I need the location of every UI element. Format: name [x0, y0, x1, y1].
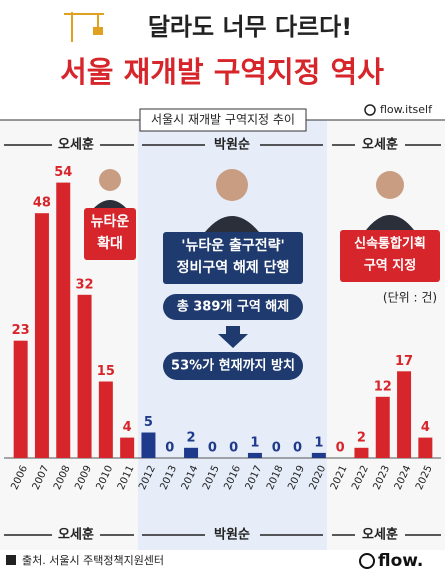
bar: [120, 437, 135, 458]
bar: [397, 371, 412, 458]
brand-icon: [364, 104, 376, 116]
bar: [418, 437, 433, 458]
data-label: 2: [187, 430, 196, 445]
bar: [34, 213, 49, 458]
annotation-pill: [163, 294, 303, 320]
annotation-box: [84, 208, 136, 260]
portrait: [205, 169, 259, 232]
bar: [13, 340, 28, 458]
bar: [98, 381, 113, 458]
data-label: 0: [336, 441, 345, 456]
period-label: 오세훈: [362, 137, 398, 153]
bar: [311, 452, 326, 458]
period-lines: [4, 144, 441, 536]
arrow: [218, 326, 248, 348]
bar: [77, 294, 92, 458]
logo: flow.: [378, 551, 423, 571]
data-label: 15: [97, 364, 115, 379]
subtitle-box: [139, 108, 307, 132]
crane-icon: [64, 12, 104, 42]
bar: [184, 447, 199, 458]
data-label: 48: [33, 196, 51, 211]
data-label: 0: [293, 441, 302, 456]
data-label: 32: [76, 277, 94, 292]
brand: flow.itself: [380, 103, 433, 116]
header: 달라도 너무 다르다!: [148, 13, 352, 41]
period-label: 오세훈: [58, 527, 94, 543]
data-label: 0: [165, 441, 174, 456]
annotation: 구역 지정: [364, 258, 416, 274]
bar: [56, 182, 71, 458]
data-label: 0: [272, 441, 281, 456]
period-label: 박원순: [214, 137, 250, 153]
portrait: [366, 171, 414, 230]
bar: [375, 396, 390, 458]
source-icon: [6, 555, 16, 565]
data-label: 17: [395, 354, 413, 369]
chart-subtitle: 서울시 재개발 구역지정 추이: [151, 113, 295, 127]
data-label: 1: [250, 435, 259, 450]
data-label: 0: [208, 441, 217, 456]
annotation: 53%가 현재까지 방치: [171, 358, 295, 374]
data-label: 5: [144, 415, 153, 430]
annotation: 뉴타운: [91, 214, 130, 230]
data-label: 0: [229, 441, 238, 456]
period-label: 오세훈: [58, 137, 94, 153]
annotation-box: [163, 232, 303, 284]
bar: [141, 432, 156, 458]
unit: (단위 : 건): [383, 291, 437, 305]
data-label: 4: [123, 420, 132, 435]
annotation-box: [340, 230, 440, 282]
annotation: '뉴타운 출구전략': [181, 237, 285, 254]
annotation: 신속통합기획: [354, 236, 426, 252]
title: 서울 재개발 구역지정 역사: [60, 55, 384, 89]
bar: [247, 452, 262, 458]
data-label: 54: [54, 165, 72, 180]
annotation: 총 389개 구역 해제: [177, 299, 289, 315]
annotation: 정비구역 해제 단행: [177, 259, 290, 276]
data-label: 12: [374, 379, 392, 394]
bar: [354, 447, 369, 458]
logo-icon: [359, 553, 375, 569]
data-label: 23: [12, 323, 30, 338]
source: 출처. 서울시 주택정책지원센터: [22, 554, 164, 567]
annotation: 확대: [97, 235, 123, 252]
data-label: 1: [314, 435, 323, 450]
portrait: [92, 169, 128, 210]
annotation-pill: [163, 352, 303, 380]
period-label: 박원순: [214, 527, 250, 543]
data-label: 4: [421, 420, 430, 435]
period-label: 오세훈: [362, 527, 398, 543]
data-label: 2: [357, 430, 366, 445]
